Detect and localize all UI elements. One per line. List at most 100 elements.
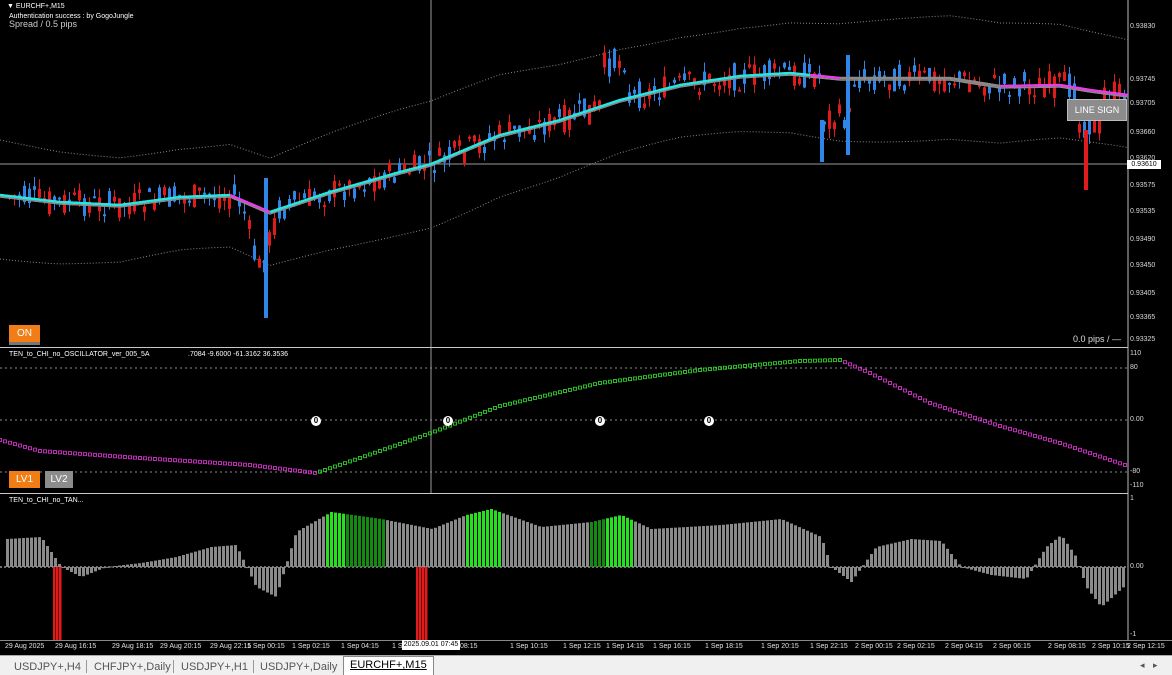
oscillator-point	[183, 458, 187, 463]
oscillator-point	[518, 399, 522, 404]
histogram-bar	[1022, 567, 1025, 579]
candle-body	[938, 77, 941, 85]
histogram-bar	[378, 518, 381, 567]
histogram-bar	[774, 519, 777, 567]
histogram-bar	[1014, 567, 1017, 578]
signal-ma-line	[809, 73, 841, 80]
candle-body	[693, 78, 696, 84]
candle-body	[358, 185, 361, 188]
tab-eurchf-m15[interactable]: EURCHF+,M15	[343, 656, 434, 675]
histogram-bar	[322, 516, 325, 567]
price-tick-label: 0.93450	[1130, 262, 1156, 269]
candle-body	[513, 125, 516, 129]
tab-usdjpy-daily[interactable]: USDJPY+,Daily	[260, 661, 338, 673]
oscillator-point	[1123, 463, 1127, 467]
oscillator-point	[563, 389, 567, 393]
oscillator-point	[383, 447, 387, 452]
time-tick-label: 29 Aug 22:15	[210, 643, 252, 650]
candle-body	[683, 73, 686, 81]
candle-body	[198, 187, 201, 191]
oscillator-point	[113, 454, 117, 459]
histogram-bar	[446, 522, 449, 567]
histogram-bar	[850, 567, 853, 582]
line-sign-button[interactable]: LINE SIGN	[1067, 99, 1127, 121]
oscillator-point	[723, 365, 727, 370]
candle-body	[763, 65, 766, 82]
tab-usdjpy-h1[interactable]: USDJPY+,H1	[181, 661, 248, 673]
oscillator-point	[1103, 456, 1107, 461]
oscillator-point	[948, 407, 952, 412]
candle-body	[633, 89, 636, 94]
on-button[interactable]: ON	[9, 325, 40, 345]
histogram-bar	[1114, 567, 1117, 595]
histogram-bar	[610, 517, 613, 567]
candle-body	[863, 69, 866, 80]
histogram-bar	[554, 525, 557, 567]
histogram-bar	[982, 567, 985, 573]
candle-body	[538, 119, 541, 123]
oscillator-point	[208, 460, 212, 465]
tab-scroll-left-icon[interactable]: ◂	[1140, 660, 1145, 670]
histogram-bar	[94, 567, 97, 572]
candle-body	[583, 98, 586, 117]
oscillator-point	[558, 390, 562, 395]
candle-body	[588, 104, 591, 125]
oscillator-point	[18, 443, 22, 448]
oscillator-point	[903, 388, 907, 393]
lv1-button[interactable]: LV1	[9, 471, 40, 488]
histogram-bar	[918, 539, 921, 567]
histogram-bar	[1046, 546, 1049, 567]
candle-body	[948, 82, 951, 85]
histogram-bar	[706, 525, 709, 567]
candle-body	[88, 201, 91, 213]
candle-body	[288, 199, 291, 206]
candle-body	[303, 193, 306, 199]
price-pane[interactable]: ▼ EURCHF+,M15 Authentication success : b…	[0, 0, 1172, 348]
lv2-button[interactable]: LV2	[45, 471, 73, 488]
pane-divider[interactable]	[0, 493, 1128, 494]
histogram-pane[interactable]: TEN_to_CHI_no_TAN... 1 0.00 -1	[0, 494, 1172, 640]
oscillator-point	[868, 371, 872, 375]
oscillator-point	[453, 421, 457, 426]
histogram-bar	[478, 511, 481, 567]
candle-body	[678, 75, 681, 78]
candle-body	[1118, 83, 1121, 96]
symbol-label: ▼ EURCHF+,M15	[7, 3, 65, 10]
candle-body	[323, 205, 326, 208]
oscillator-point	[258, 464, 262, 469]
candle-body	[128, 202, 131, 215]
candle-body	[843, 119, 846, 129]
oscillator-point	[118, 454, 122, 459]
pane-divider[interactable]	[0, 347, 1128, 348]
candle-body	[808, 64, 811, 73]
histogram-bar	[414, 525, 417, 567]
candlestick-chart[interactable]	[0, 0, 1172, 348]
histogram-bar	[254, 567, 257, 585]
tab-scroll-right-icon[interactable]: ▸	[1153, 660, 1158, 670]
histogram-bar	[462, 516, 465, 567]
histogram-bar	[822, 543, 825, 567]
time-tick-label: 2 Sep 08:15	[1048, 643, 1086, 650]
histogram-bar	[998, 567, 1001, 576]
oscillator-point	[958, 410, 962, 415]
oscillator-point	[238, 462, 242, 467]
tab-chfjpy-daily[interactable]: CHFJPY+,Daily	[94, 661, 171, 673]
candle-body	[568, 110, 571, 130]
candle-body	[268, 232, 271, 246]
candle-body	[143, 206, 146, 213]
candle-body	[618, 60, 621, 68]
candle-body	[543, 121, 546, 135]
histogram-bar	[62, 567, 65, 568]
oscillator-point	[473, 413, 477, 418]
histogram-bar	[854, 567, 857, 577]
tab-usdjpy-h4[interactable]: USDJPY+,H4	[14, 661, 81, 673]
crosshair-time-marker: 2025.09.01 07:45	[402, 640, 460, 650]
histogram-bar	[902, 540, 905, 567]
histogram-bar	[602, 519, 605, 567]
histogram-bar	[234, 545, 237, 567]
histogram-bar	[754, 521, 757, 567]
candle-body	[78, 190, 81, 201]
oscillator-pane[interactable]: TEN_to_CHI_no_OSCILLATOR_ver_005_5A .708…	[0, 348, 1172, 494]
oscillator-point	[328, 466, 332, 471]
histogram-bar	[286, 561, 289, 567]
